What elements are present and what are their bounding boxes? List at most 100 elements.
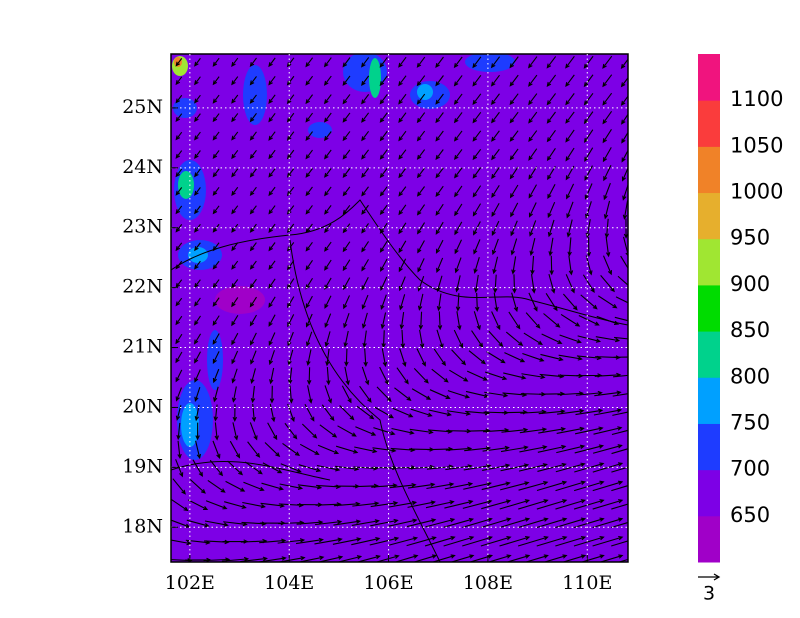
wind-arrow — [342, 112, 351, 123]
wind-arrow — [472, 111, 482, 124]
wind-arrow — [509, 130, 519, 142]
wind-arrow — [249, 260, 257, 270]
wind-arrow — [324, 112, 332, 123]
wind-arrow — [194, 333, 202, 345]
wind-arrow — [558, 354, 583, 361]
wind-arrow — [287, 367, 293, 385]
wind-arrow — [583, 74, 594, 88]
wind-arrow — [305, 331, 313, 347]
wind-arrow — [232, 422, 239, 441]
wind-arrow — [370, 501, 399, 508]
wind-arrow — [546, 111, 556, 124]
colorbar-segment — [698, 146, 720, 194]
wind-arrow — [249, 94, 257, 104]
wind-arrow — [528, 93, 538, 106]
wind-arrow — [510, 238, 518, 256]
wind-arrow — [305, 259, 313, 271]
wind-arrow — [399, 348, 407, 368]
wind-arrow — [316, 464, 341, 472]
wind-arrow — [584, 183, 593, 200]
wind-arrow — [325, 349, 330, 367]
wind-arrow — [379, 130, 388, 142]
wind-arrow — [268, 314, 276, 327]
wind-arrow — [299, 443, 320, 455]
wind-arrow — [406, 536, 437, 547]
wind-arrow — [305, 168, 313, 178]
wind-arrow — [484, 371, 508, 381]
wind-arrow — [462, 517, 493, 528]
wind-arrow — [454, 167, 463, 179]
border — [171, 239, 441, 562]
wind-arrow — [333, 519, 362, 526]
wind-arrow — [342, 168, 351, 178]
wind-arrow — [518, 480, 549, 491]
wind-arrow — [481, 481, 511, 491]
wind-arrow — [613, 356, 628, 358]
wind-arrow — [555, 517, 587, 529]
wind-arrow — [355, 554, 381, 562]
wind-arrow — [565, 111, 575, 124]
wind-arrow — [268, 168, 276, 178]
wind-arrow — [575, 408, 604, 416]
wind-arrow — [584, 147, 594, 162]
wind-arrow — [324, 149, 332, 160]
wind-arrow — [537, 462, 567, 472]
wind-arrow — [249, 278, 257, 289]
wind-arrow — [436, 257, 444, 273]
wind-arrow — [398, 258, 407, 273]
colorbar-label: 750 — [730, 410, 770, 434]
wind-arrow — [620, 58, 628, 69]
colorbar-label: 800 — [730, 364, 770, 388]
wind-arrow — [231, 131, 239, 141]
wind-arrow — [598, 554, 624, 562]
wind-arrow — [435, 185, 444, 198]
wind-arrow — [585, 219, 591, 239]
wind-arrow — [416, 186, 425, 197]
wind-arrow — [446, 410, 472, 416]
wind-arrow — [472, 74, 482, 87]
wind-arrow — [431, 368, 449, 383]
wind-arrow — [306, 367, 312, 386]
wind-arrow — [454, 185, 463, 198]
x-tick-label: 104E — [264, 572, 314, 594]
wind-arrow — [429, 389, 451, 400]
wind-arrow — [557, 408, 585, 415]
wind-arrow — [194, 94, 201, 104]
wind-arrow — [555, 499, 586, 510]
wind-arrow — [433, 348, 446, 367]
wind-arrow — [212, 150, 220, 160]
wind-arrow — [486, 351, 506, 364]
wind-arrow — [605, 236, 611, 258]
wind-arrow — [379, 149, 388, 160]
wind-arrow — [417, 258, 425, 273]
wind-arrow — [603, 200, 611, 220]
wind-arrow — [231, 186, 239, 196]
wind-arrow — [528, 184, 537, 199]
wind-arrow — [574, 462, 605, 473]
wind-arrow — [194, 187, 201, 196]
wind-arrow — [602, 129, 612, 144]
wind-arrow — [547, 219, 555, 238]
wind-arrow — [343, 330, 349, 348]
wind-arrow — [529, 238, 536, 256]
wind-arrow — [518, 499, 549, 510]
wind-arrow — [379, 167, 388, 179]
wind-arrow — [250, 386, 256, 404]
wind-arrow — [231, 168, 239, 178]
wind-arrow — [335, 445, 359, 454]
wind-arrow — [324, 241, 332, 252]
wind-arrow — [398, 149, 407, 160]
wind-arrow — [472, 130, 482, 142]
wind-arrow — [416, 112, 426, 124]
wind-arrow — [380, 294, 387, 311]
wind-arrow — [344, 366, 350, 386]
wind-arrow — [585, 255, 593, 276]
wind-arrow — [380, 312, 387, 330]
wind-arrow — [333, 501, 361, 507]
wind-arrow — [503, 372, 527, 380]
wind-arrow — [528, 130, 538, 142]
wind-arrow — [617, 275, 628, 286]
wind-arrow — [398, 56, 407, 68]
wind-arrow — [194, 150, 201, 159]
wind-arrow — [295, 537, 324, 545]
